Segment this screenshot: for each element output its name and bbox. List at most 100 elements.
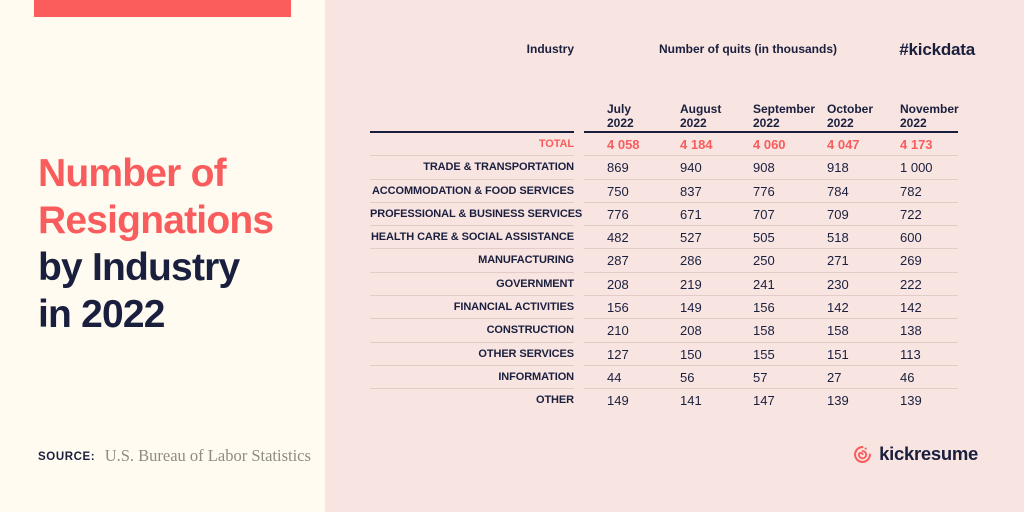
- row-value: 127: [607, 346, 629, 362]
- title-line-2: Resignations: [38, 199, 274, 243]
- row-value: 158: [827, 323, 849, 339]
- row-value: 208: [680, 323, 702, 339]
- row-label: TOTAL: [538, 138, 574, 150]
- row-separator: [370, 341, 574, 343]
- month-header: November 2022: [900, 102, 972, 130]
- row-value: 707: [753, 206, 775, 222]
- hashtag-kickdata: #kickdata: [899, 40, 975, 59]
- row-value: 56: [680, 369, 695, 385]
- month-name: November: [900, 102, 959, 116]
- row-separator: [584, 248, 958, 250]
- row-separator: [370, 271, 574, 273]
- row-label: HEALTH CARE & SOCIAL ASSISTANCE: [370, 231, 574, 244]
- title-line-1: Number of: [38, 152, 227, 196]
- row-separator: [584, 178, 958, 180]
- row-separator: [370, 155, 574, 157]
- accent-bar: [34, 0, 291, 17]
- column-header-industry: Industry: [526, 42, 574, 56]
- month-header: October 2022: [827, 102, 899, 130]
- row-separator: [370, 295, 574, 297]
- table-row: OTHER 149 141 147 139 139: [370, 389, 958, 412]
- row-value: 518: [827, 230, 849, 246]
- row-value: 908: [753, 160, 775, 176]
- row-value: 156: [753, 300, 775, 316]
- row-separator: [584, 201, 958, 203]
- row-value: 147: [753, 393, 775, 409]
- month-header: September 2022: [753, 102, 825, 130]
- row-value: 139: [827, 393, 849, 409]
- row-value: 837: [680, 183, 702, 199]
- row-value: 4 173: [900, 137, 933, 152]
- row-separator: [584, 318, 958, 320]
- resignations-table: Industry Number of quits (in thousands) …: [370, 36, 959, 436]
- row-label: OTHER: [535, 394, 574, 407]
- row-value: 27: [827, 369, 842, 385]
- title-line-3: by Industry: [38, 246, 240, 290]
- table-row: TRADE & TRANSPORTATION 869 940 908 918 1 000: [370, 156, 958, 180]
- row-value: 113: [900, 346, 921, 362]
- row-value: 4 060: [753, 137, 786, 152]
- table-row: MANUFACTURING 287 286 250 271 269: [370, 249, 958, 273]
- row-label: GOVERNMENT: [496, 277, 574, 290]
- row-value: 230: [827, 276, 849, 292]
- row-separator: [584, 295, 958, 297]
- month-year: 2022: [827, 116, 854, 130]
- row-value: 149: [607, 393, 629, 409]
- table-row: ACCOMMODATION & FOOD SERVICES 750 837 776 78…: [370, 180, 958, 203]
- row-value: 150: [680, 346, 702, 362]
- row-separator: [584, 388, 958, 390]
- row-value: 527: [680, 230, 702, 246]
- brand-name: kickresume: [879, 443, 978, 464]
- month-name: September: [753, 102, 816, 116]
- table-row: TOTAL 4 058 4 184 4 060 4 047 4 173: [370, 133, 958, 157]
- month-year: 2022: [607, 116, 634, 130]
- title-line-4: in 2022: [38, 293, 165, 337]
- month-name: July: [607, 102, 632, 116]
- row-value: 940: [680, 160, 702, 176]
- table-row: INFORMATION 44 56 57 27 46: [370, 366, 958, 390]
- row-value: 4 184: [680, 137, 713, 152]
- row-separator: [370, 318, 574, 320]
- row-separator: [370, 178, 574, 180]
- table-body: TOTAL 4 058 4 184 4 060 4 047 4 173 TRADE & TR…: [370, 133, 958, 413]
- row-value: 250: [753, 253, 775, 269]
- row-value: 918: [827, 160, 849, 176]
- table-row: FINANCIAL ACTIVITIES 156 149 156 142 142: [370, 296, 958, 320]
- row-separator: [370, 201, 574, 203]
- month-header: August 2022: [680, 102, 752, 130]
- row-value: 141: [680, 393, 702, 409]
- row-value: 776: [753, 183, 775, 199]
- row-value: 4 058: [607, 137, 640, 152]
- month-year: 2022: [680, 116, 707, 130]
- row-label: PROFESSIONAL & BUSINESS SERVICES: [370, 207, 583, 220]
- row-value: 482: [607, 230, 629, 246]
- row-label: TRADE & TRANSPORTATION: [423, 161, 574, 174]
- left-panel: Number of Resignations by Industry in 20…: [0, 0, 325, 512]
- row-value: 782: [900, 183, 922, 199]
- row-separator: [370, 248, 574, 250]
- chameleon-spiral-icon: [854, 445, 872, 463]
- row-value: 208: [607, 276, 629, 292]
- row-separator: [584, 155, 958, 157]
- row-value: 44: [607, 369, 622, 385]
- table-row: CONSTRUCTION 210 208 158 158 138: [370, 319, 958, 343]
- row-value: 4 047: [827, 137, 860, 152]
- row-value: 671: [680, 206, 702, 222]
- row-value: 155: [753, 346, 775, 362]
- row-value: 271: [827, 253, 849, 269]
- row-label: ACCOMMODATION & FOOD SERVICES: [371, 184, 574, 197]
- source-line: SOURCE: U.S. Bureau of Labor Statistics: [38, 446, 311, 466]
- page-title: Number of Resignations by Industry in 20…: [38, 150, 274, 338]
- row-separator: [584, 225, 958, 227]
- row-value: 149: [680, 300, 702, 316]
- row-value: 750: [607, 183, 629, 199]
- brand-logo: kickresume: [852, 443, 978, 465]
- month-year: 2022: [753, 116, 780, 130]
- row-separator: [370, 388, 574, 390]
- row-value: 600: [900, 230, 922, 246]
- row-value: 219: [680, 276, 702, 292]
- row-value: 46: [900, 369, 915, 385]
- row-label: MANUFACTURING: [478, 254, 574, 267]
- row-label: CONSTRUCTION: [486, 324, 575, 337]
